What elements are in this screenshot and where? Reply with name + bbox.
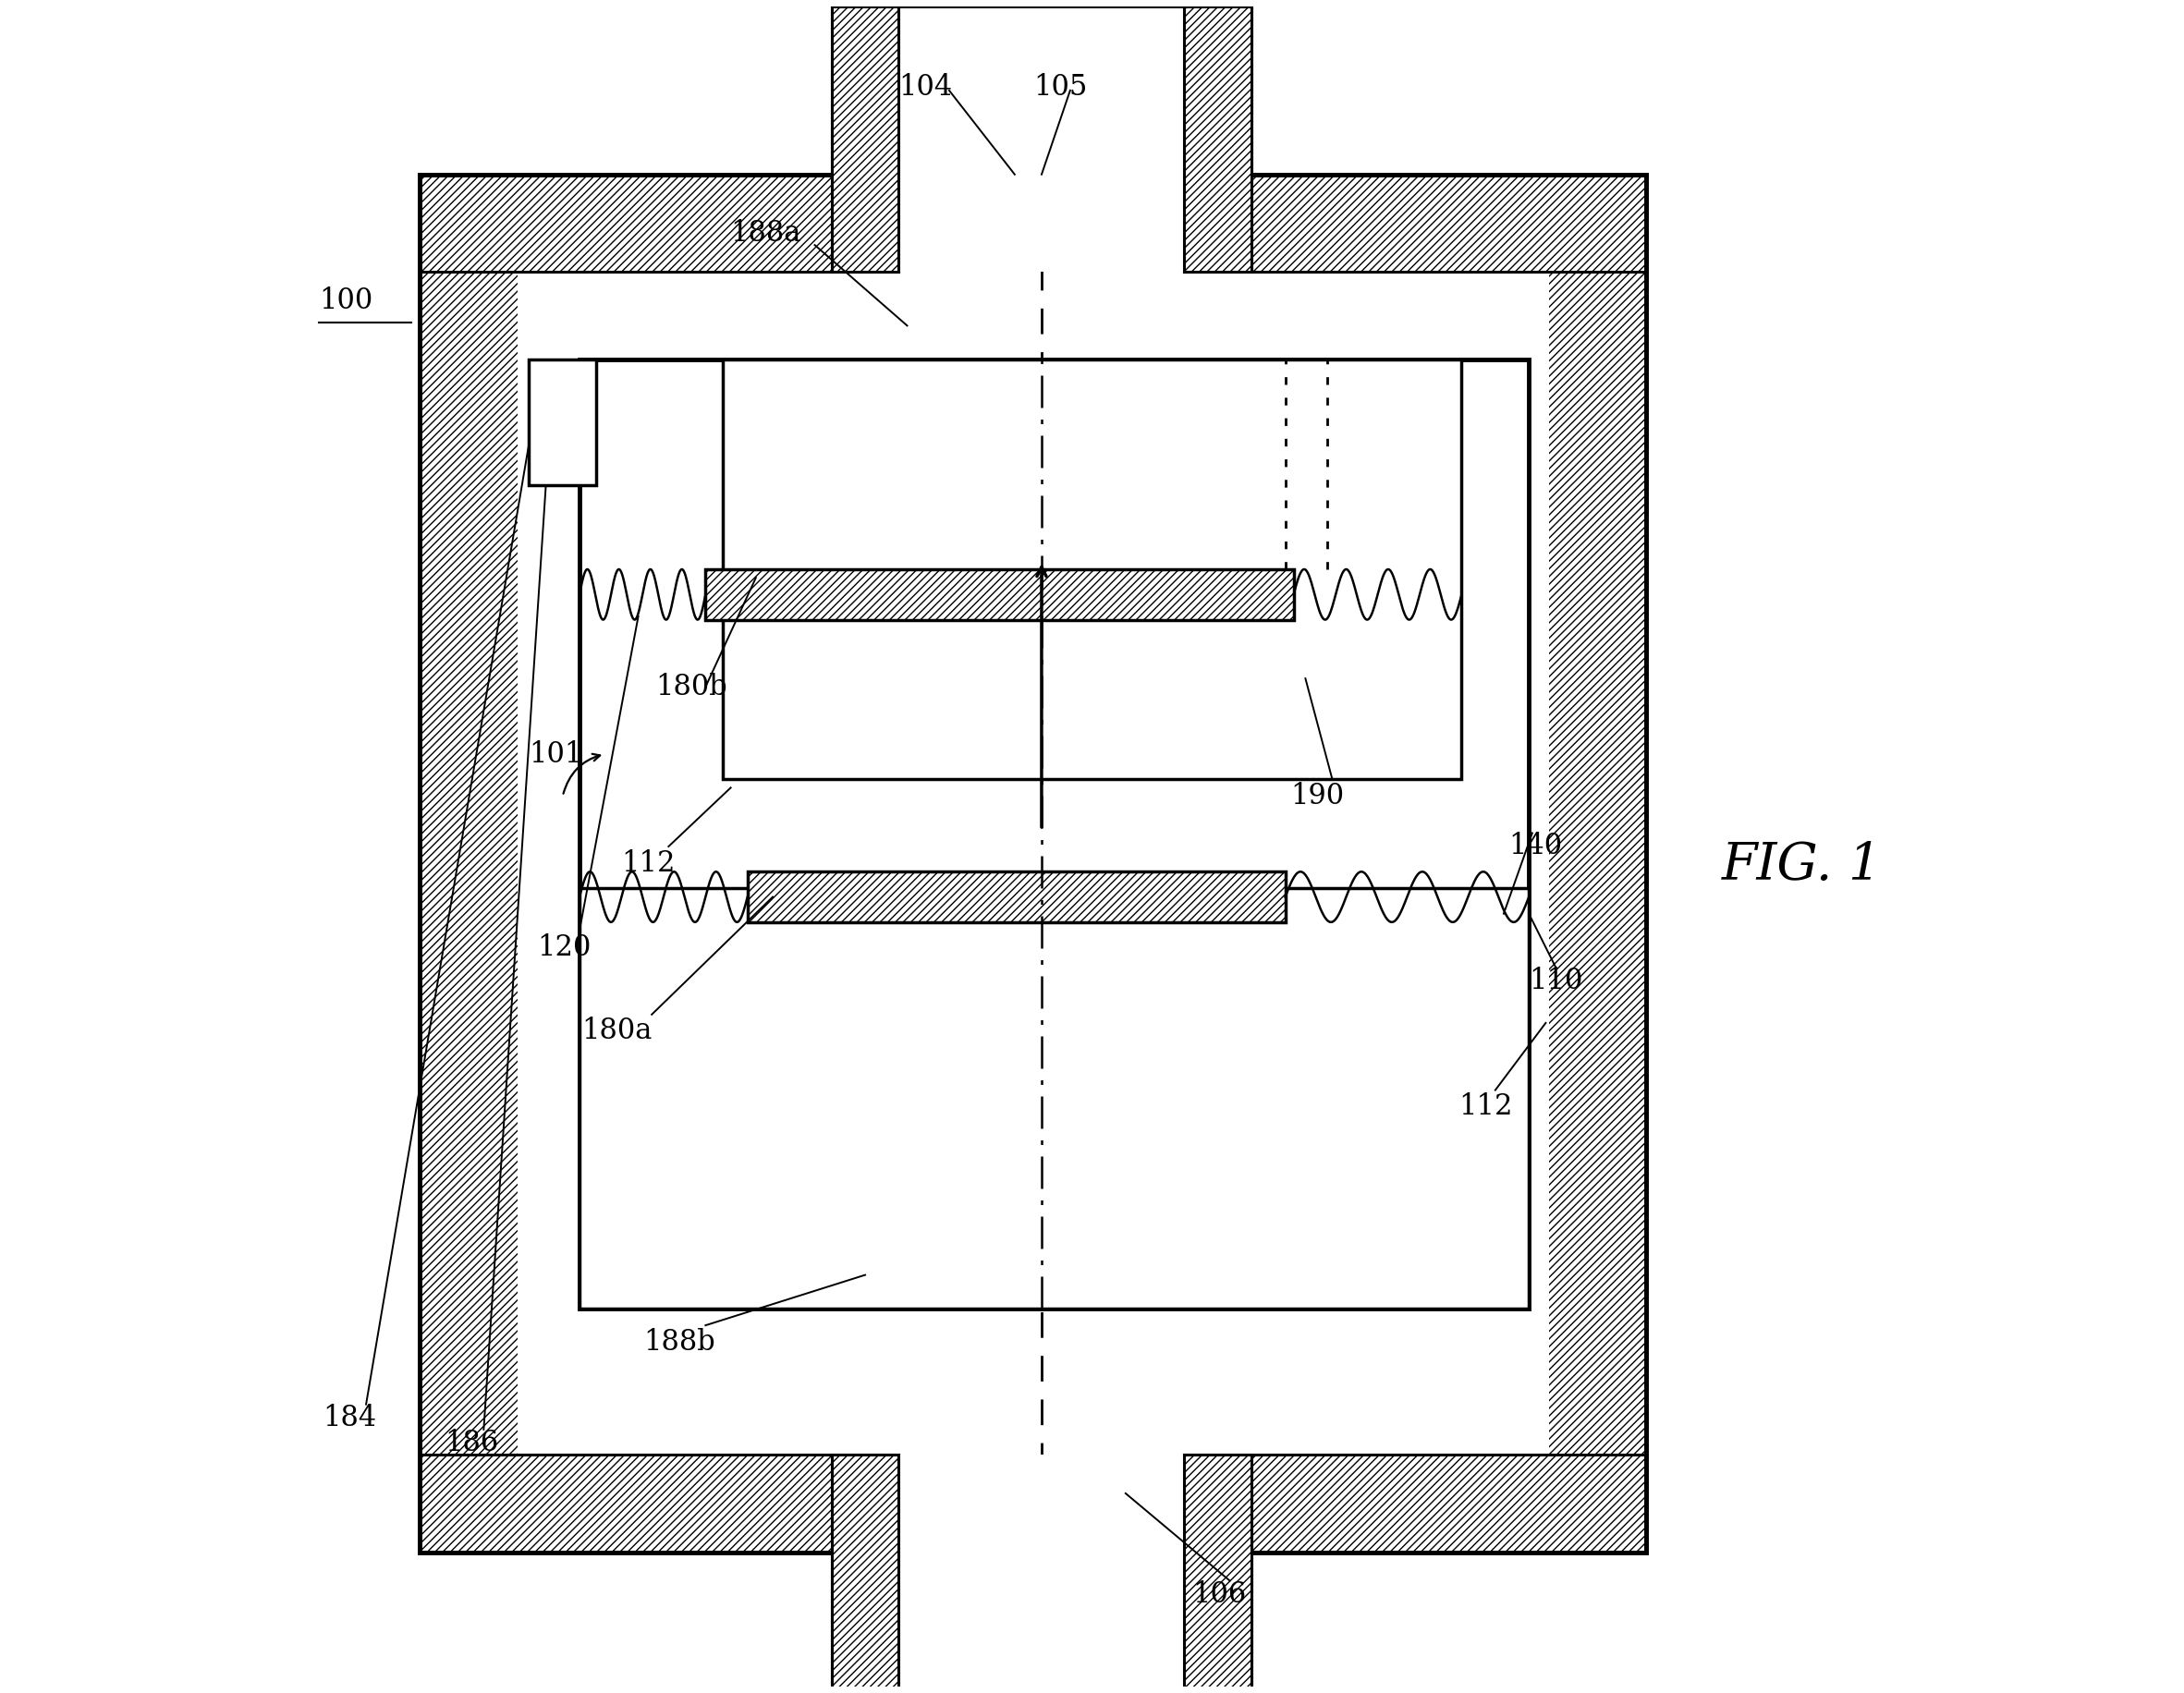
Bar bbox=[1184, 7, 1251, 273]
Text: 110: 110 bbox=[1529, 967, 1583, 995]
Bar bbox=[419, 174, 1647, 1552]
Text: 180a: 180a bbox=[581, 1017, 651, 1046]
Text: 104: 104 bbox=[900, 73, 952, 102]
Text: 186: 186 bbox=[446, 1429, 498, 1458]
Text: 188a: 188a bbox=[732, 218, 802, 247]
Bar bbox=[900, 1441, 1184, 1556]
Bar bbox=[832, 7, 900, 273]
Text: 140: 140 bbox=[1509, 833, 1562, 860]
Text: 100: 100 bbox=[319, 286, 373, 315]
Text: 101: 101 bbox=[529, 740, 583, 769]
Bar bbox=[579, 889, 1529, 1309]
Text: 112: 112 bbox=[622, 848, 675, 877]
Bar bbox=[579, 359, 1529, 1309]
Text: 105: 105 bbox=[1033, 73, 1088, 102]
Text: 106: 106 bbox=[1192, 1580, 1247, 1608]
Bar bbox=[1184, 1454, 1251, 1693]
Text: FIG. 1: FIG. 1 bbox=[1723, 841, 1883, 891]
Text: 190: 190 bbox=[1291, 782, 1343, 811]
Text: 180b: 180b bbox=[655, 672, 727, 701]
Bar bbox=[747, 872, 1284, 923]
Bar bbox=[832, 1454, 900, 1693]
Text: 188b: 188b bbox=[644, 1327, 714, 1356]
Bar bbox=[723, 359, 1461, 779]
Text: 120: 120 bbox=[537, 933, 592, 962]
Bar bbox=[900, 1454, 1184, 1693]
Text: 184: 184 bbox=[323, 1403, 376, 1432]
Text: 112: 112 bbox=[1459, 1092, 1511, 1121]
Bar bbox=[705, 569, 1293, 620]
Bar bbox=[900, 7, 1184, 273]
Bar bbox=[529, 359, 596, 486]
Bar bbox=[900, 161, 1184, 276]
Bar bbox=[518, 273, 1548, 1454]
Bar bbox=[419, 174, 1647, 1552]
